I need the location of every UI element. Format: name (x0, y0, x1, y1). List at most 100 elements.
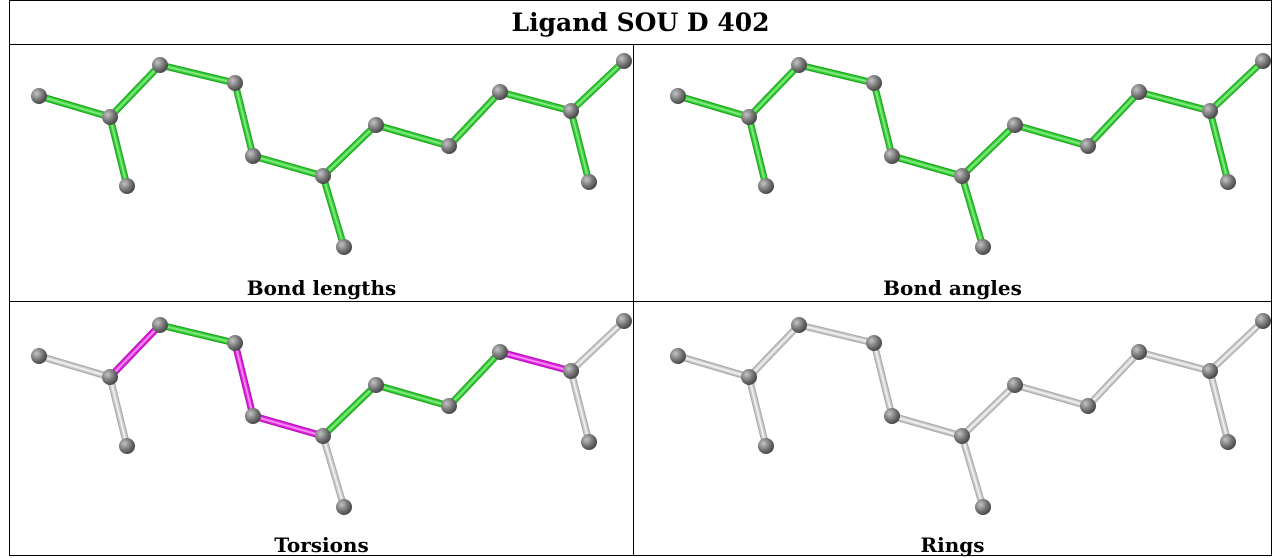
panel-bond-angles: Bond angles (634, 45, 1271, 301)
bond-C9-C10 (1135, 348, 1214, 375)
atom-C7 (1007, 377, 1023, 393)
bond-C9-C10 (496, 348, 575, 375)
molecule-torsions (31, 313, 632, 515)
atom-C3 (791, 317, 807, 333)
bond-C6-C7 (319, 381, 380, 440)
atom-C14 (581, 174, 597, 190)
atom-C6 (954, 168, 970, 184)
bond-C10-C11 (567, 57, 628, 115)
bond-C6-C13 (958, 432, 987, 511)
bond-C3-C4 (156, 61, 239, 87)
bond-C1-C2 (674, 92, 753, 121)
atom-C12 (119, 438, 135, 454)
atom-C10 (1202, 363, 1218, 379)
bond-C6-C13 (958, 172, 987, 251)
bond-C7-C8 (372, 381, 453, 410)
atom-C7 (368, 377, 384, 393)
atom-C12 (758, 178, 774, 194)
panel-torsions: Torsions (10, 302, 633, 557)
atom-C8 (441, 398, 457, 414)
atom-C5 (245, 408, 261, 424)
bond-C6-C7 (958, 121, 1019, 180)
atom-C10 (563, 363, 579, 379)
atom-C3 (791, 57, 807, 73)
atom-C2 (102, 109, 118, 125)
atom-C11 (616, 53, 632, 69)
bond-C9-C10 (496, 88, 575, 115)
atom-C6 (954, 428, 970, 444)
atom-C7 (368, 117, 384, 133)
column-divider (633, 44, 634, 556)
atom-C2 (741, 109, 757, 125)
bond-C2-C12 (745, 113, 770, 190)
panel-bond-lengths: Bond lengths (10, 45, 633, 301)
bond-C4-C5 (870, 339, 896, 420)
bond-C2-C12 (745, 373, 770, 450)
panel-caption-bond-lengths: Bond lengths (246, 276, 397, 300)
atom-C13 (336, 499, 352, 515)
validation-table: Ligand SOU D 402 Bond lengths Bond angle… (9, 0, 1272, 557)
bond-C4-C5 (231, 79, 257, 160)
atom-C2 (741, 369, 757, 385)
bond-C3-C4 (795, 61, 878, 87)
bond-C6-C7 (958, 381, 1019, 440)
bond-C10-C14 (567, 367, 593, 446)
bond-C10-C11 (1206, 317, 1267, 375)
atom-C13 (975, 499, 991, 515)
bond-C3-C4 (156, 321, 239, 347)
bond-C10-C11 (1206, 57, 1267, 115)
atom-C14 (1220, 174, 1236, 190)
bond-C2-C3 (745, 61, 803, 121)
molecule-bond-lengths (31, 53, 632, 255)
atom-C10 (563, 103, 579, 119)
atom-C4 (227, 75, 243, 91)
atom-C12 (119, 178, 135, 194)
atom-C1 (670, 88, 686, 104)
bond-C8-C9 (1084, 88, 1143, 150)
bond-C2-C3 (106, 321, 164, 381)
bond-C1-C2 (674, 352, 753, 381)
bond-C5-C6 (888, 412, 966, 440)
atom-C5 (884, 148, 900, 164)
bond-C5-C6 (888, 152, 966, 180)
bond-C10-C11 (567, 317, 628, 375)
bond-C1-C2 (35, 352, 114, 381)
atom-C9 (1131, 84, 1147, 100)
bond-C1-C2 (35, 92, 114, 121)
atom-C1 (670, 348, 686, 364)
bond-C5-C6 (249, 152, 327, 180)
atom-C4 (227, 335, 243, 351)
bond-C9-C10 (1135, 88, 1214, 115)
bond-C8-C9 (1084, 348, 1143, 410)
atom-C5 (245, 148, 261, 164)
atom-C7 (1007, 117, 1023, 133)
atom-C13 (975, 239, 991, 255)
bond-C8-C9 (445, 348, 504, 410)
bond-C7-C8 (372, 121, 453, 150)
atom-C11 (1255, 313, 1271, 329)
atom-C3 (152, 57, 168, 73)
atom-C3 (152, 317, 168, 333)
bond-C2-C3 (106, 61, 164, 121)
bond-C6-C7 (319, 121, 380, 180)
bond-C6-C13 (319, 172, 348, 251)
atom-C8 (1080, 138, 1096, 154)
atom-C12 (758, 438, 774, 454)
bond-C10-C14 (1206, 107, 1232, 186)
bond-C7-C8 (1011, 121, 1092, 150)
atom-C14 (581, 434, 597, 450)
atom-C14 (1220, 434, 1236, 450)
atom-C9 (492, 344, 508, 360)
bond-C8-C9 (445, 88, 504, 150)
atom-C5 (884, 408, 900, 424)
atom-C9 (1131, 344, 1147, 360)
bond-C7-C8 (1011, 381, 1092, 410)
atom-C9 (492, 84, 508, 100)
bond-C2-C3 (745, 321, 803, 381)
atom-C1 (31, 348, 47, 364)
molecule-bond-angles (670, 53, 1271, 255)
bond-C3-C4 (795, 321, 878, 347)
title-divider (10, 44, 1271, 45)
atom-C6 (315, 168, 331, 184)
panel-caption-rings: Rings (920, 533, 985, 557)
